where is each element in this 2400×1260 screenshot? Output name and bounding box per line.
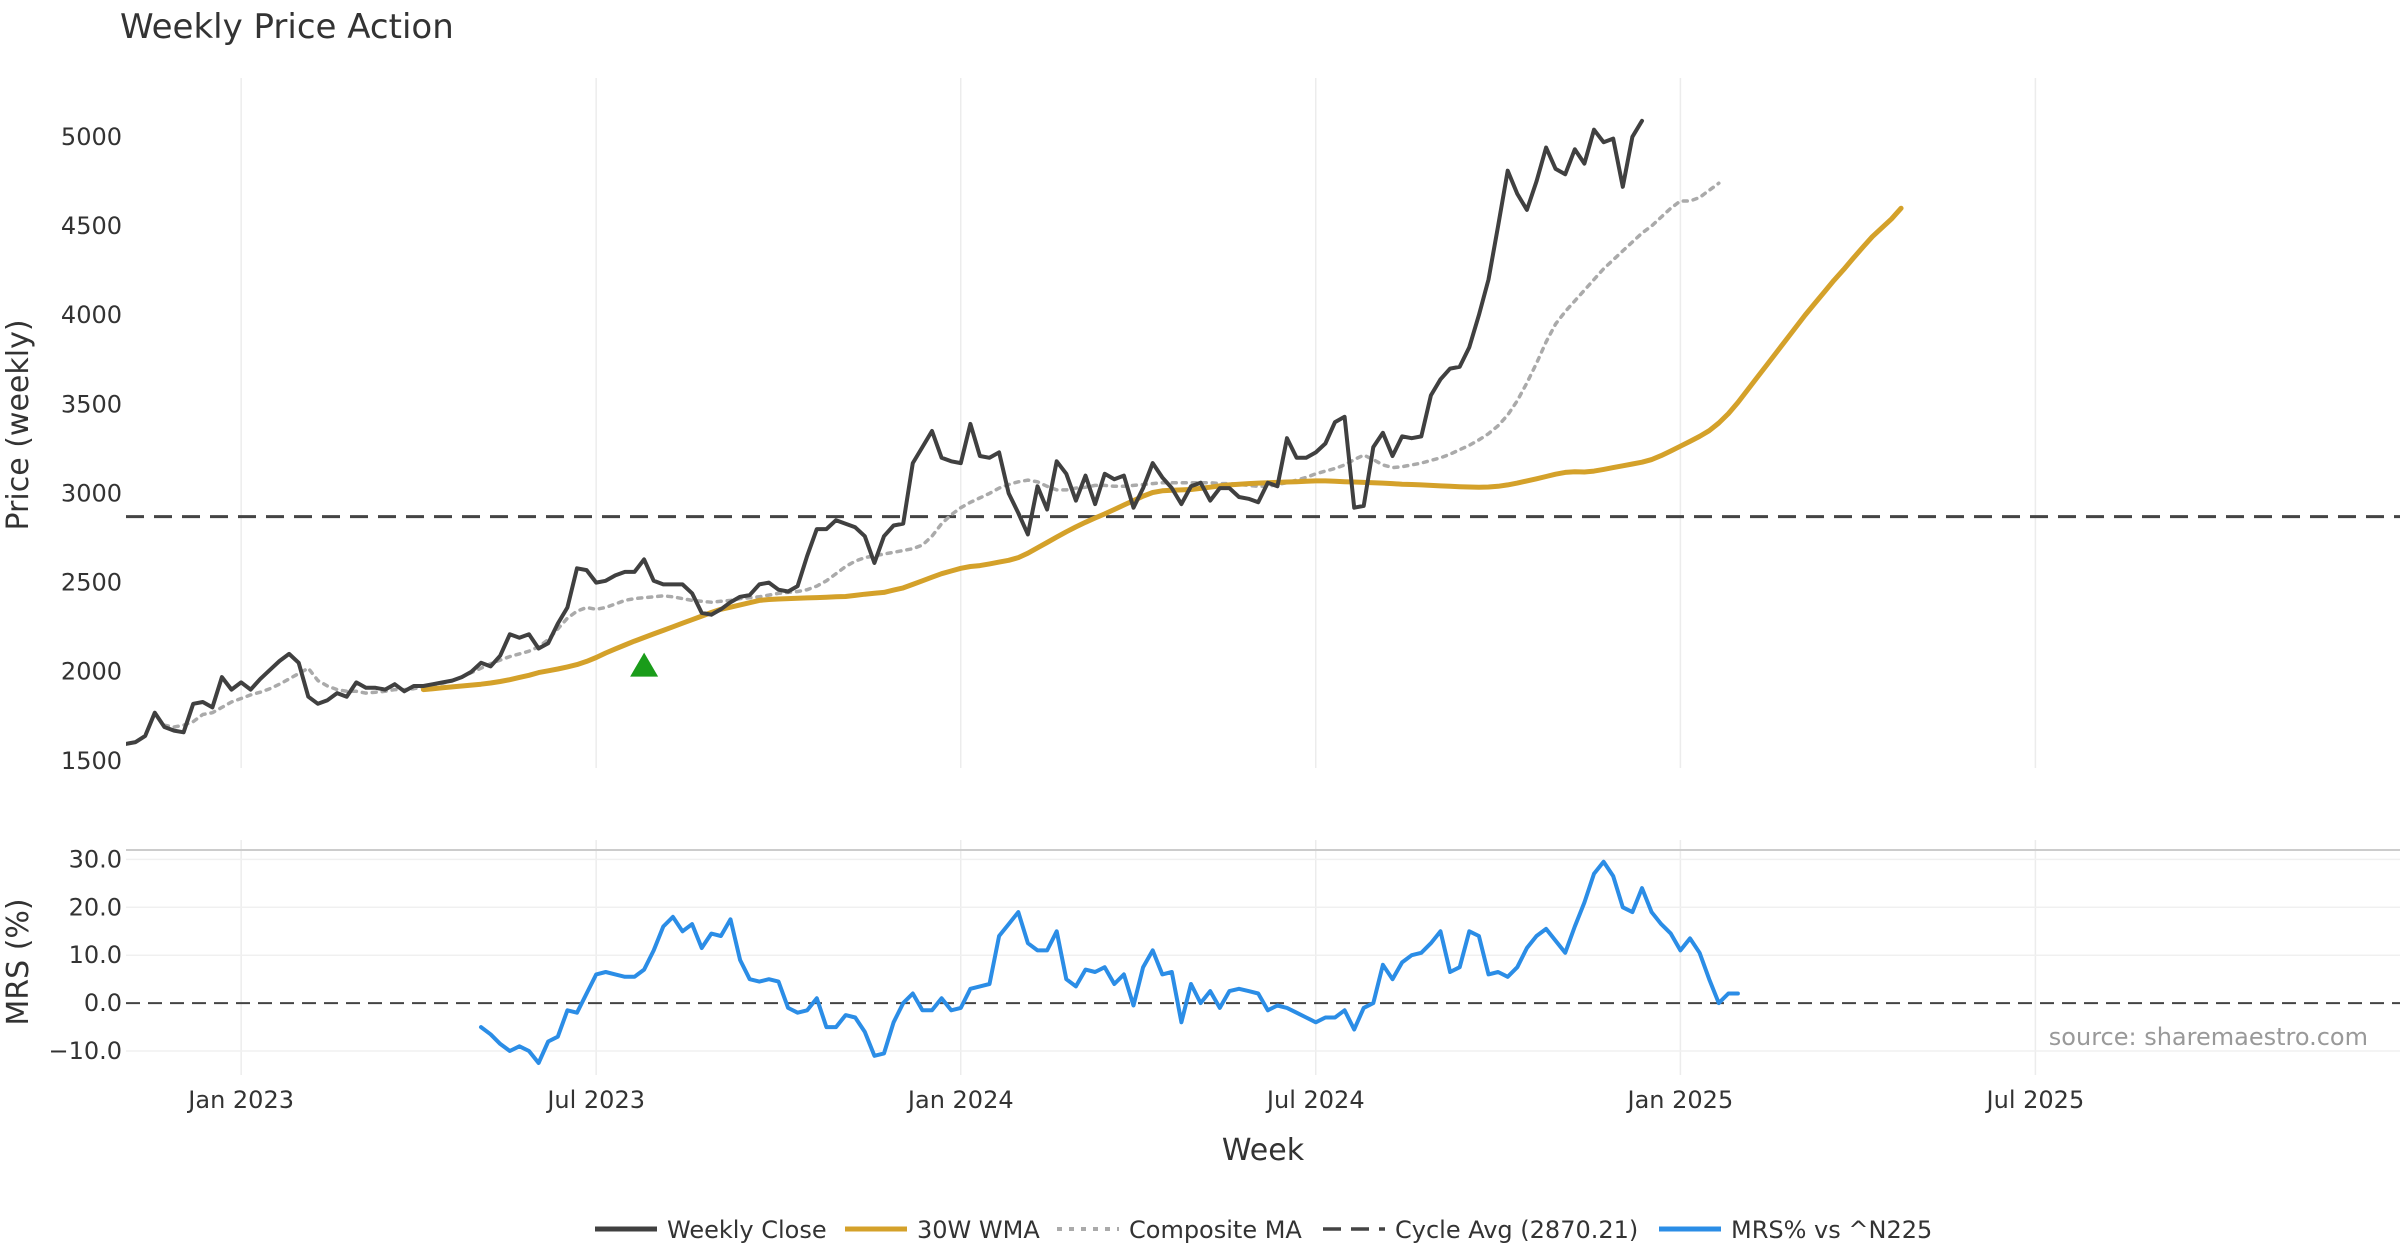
x-axis-title: Week: [1222, 1133, 1305, 1168]
mrs-panel: −10.0 0.0 10.0 20.0 30.0: [48, 840, 2400, 1075]
price-panel: 1500 2000 2500 3000 3500 4000 4500 5000: [61, 78, 2400, 775]
series-line-wma: [420, 205, 1904, 693]
x-tick-label: Jul 2023: [545, 1086, 645, 1114]
price-y-tick-label: 5000: [61, 123, 122, 151]
signal-marker: [630, 652, 659, 677]
x-tick-label: Jan 2024: [906, 1086, 1014, 1114]
x-axis: Jan 2023 Jul 2023 Jan 2024 Jul 2024 Jan 2025…: [186, 1086, 2084, 1114]
price-y-tick-label: 4500: [61, 212, 122, 240]
legend-label: 30W WMA: [917, 1216, 1040, 1244]
x-tick-label: Jul 2025: [1985, 1086, 2085, 1114]
price-y-tick-label: 3000: [61, 479, 122, 507]
price-y-tick-label: 1500: [61, 747, 122, 775]
legend-label: Composite MA: [1129, 1216, 1302, 1244]
mrs-y-tick-label: 20.0: [69, 893, 122, 921]
chart-title: Weekly Price Action: [120, 7, 454, 47]
mrs-y-tick-label: 30.0: [69, 845, 122, 873]
mrs-y-tick-label: 0.0: [84, 989, 122, 1017]
mrs-y-tick-label: 10.0: [69, 941, 122, 969]
price-y-axis-title: Price (weekly): [1, 319, 36, 530]
legend-label: MRS% vs ^N225: [1731, 1216, 1932, 1244]
price-y-tick-label: 2500: [61, 569, 122, 597]
price-y-tick-label: 2000: [61, 658, 122, 686]
source-credit: source: sharemaestro.com: [2049, 1023, 2368, 1051]
legend-label: Weekly Close: [667, 1216, 827, 1244]
legend-label: Cycle Avg (2870.21): [1395, 1216, 1638, 1244]
x-tick-label: Jan 2025: [1626, 1086, 1734, 1114]
x-tick-label: Jan 2023: [186, 1086, 294, 1114]
legend: Weekly Close 30W WMA Composite MA Cycle Avg…: [595, 1216, 1932, 1244]
x-tick-label: Jul 2024: [1265, 1086, 1365, 1114]
series-line-mrs: [479, 859, 1740, 1065]
price-y-tick-label: 3500: [61, 390, 122, 418]
mrs-y-tick-label: −10.0: [48, 1037, 122, 1065]
mrs-y-axis-title: MRS (%): [1, 898, 36, 1025]
series-line-close: [126, 118, 1644, 746]
price-y-tick-label: 4000: [61, 301, 122, 329]
